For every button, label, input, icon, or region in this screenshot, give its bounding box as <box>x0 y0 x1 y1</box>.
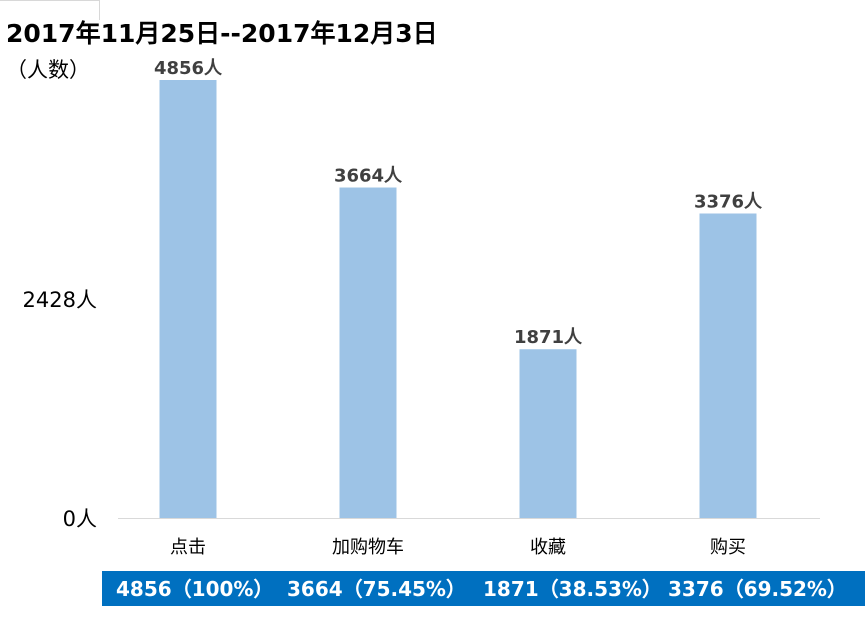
summary-click-value: 4856（100%） <box>116 577 274 601</box>
summary-band <box>102 571 865 606</box>
x-tick-label-cart: 加购物车 <box>332 537 404 558</box>
bar-cart <box>339 187 397 518</box>
data-label-favorite: 1871人 <box>514 327 583 348</box>
y-tick-label: 0人 <box>63 507 97 531</box>
corner-frame <box>0 0 100 20</box>
bar-favorite <box>519 349 577 518</box>
x-tick-label-purchase: 购买 <box>710 537 746 558</box>
summary-cart-value: 3664（75.45%） <box>287 577 466 601</box>
summary-favorite-value: 1871（38.53%） <box>483 577 662 601</box>
summary-purchase-value: 3376（69.52%） <box>668 577 847 601</box>
bar-purchase <box>699 213 757 518</box>
bar-click <box>159 80 217 518</box>
chart-title: 2017年11月25日--2017年12月3日 <box>6 19 438 48</box>
x-tick-label-click: 点击 <box>170 537 206 558</box>
y-unit-label: （人数） <box>6 58 90 82</box>
data-label-click: 4856人 <box>154 58 223 79</box>
data-label-cart: 3664人 <box>334 166 403 187</box>
x-tick-label-favorite: 收藏 <box>530 537 566 558</box>
y-tick-label: 2428人 <box>23 288 97 312</box>
data-label-purchase: 3376人 <box>694 191 763 212</box>
